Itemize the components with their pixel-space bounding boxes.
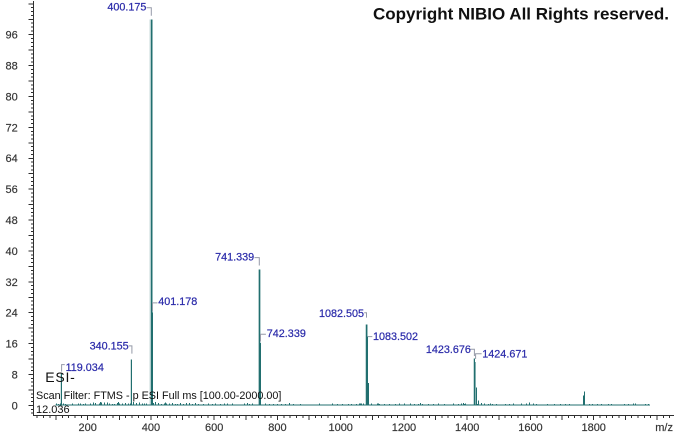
svg-text:72: 72 — [6, 122, 18, 134]
svg-text:1800: 1800 — [581, 422, 605, 434]
svg-text:64: 64 — [6, 153, 18, 165]
svg-text:96: 96 — [6, 30, 18, 42]
svg-text:1423.676: 1423.676 — [426, 344, 471, 356]
svg-text:40: 40 — [6, 246, 18, 258]
svg-text:0: 0 — [12, 400, 18, 412]
svg-text:16: 16 — [6, 339, 18, 351]
svg-text:1424.671: 1424.671 — [482, 348, 527, 360]
svg-text:1200: 1200 — [392, 422, 416, 434]
svg-text:1083.502: 1083.502 — [373, 331, 418, 343]
svg-text:56: 56 — [6, 184, 18, 196]
svg-text:1400: 1400 — [455, 422, 479, 434]
svg-text:ESI-: ESI- — [45, 369, 75, 385]
svg-text:8: 8 — [12, 369, 18, 381]
svg-text:119.034: 119.034 — [66, 362, 104, 374]
svg-text:401.178: 401.178 — [158, 296, 197, 308]
svg-text:1000: 1000 — [328, 422, 352, 434]
svg-text:24: 24 — [6, 308, 18, 320]
svg-text:200: 200 — [79, 422, 97, 434]
svg-text:32: 32 — [6, 277, 18, 289]
svg-text:Copyright NIBIO All Rights res: Copyright NIBIO All Rights reserved. — [373, 4, 669, 23]
svg-text:12.036: 12.036 — [36, 404, 70, 416]
svg-text:400.175: 400.175 — [107, 2, 146, 14]
svg-text:1600: 1600 — [518, 422, 542, 434]
svg-text:742.339: 742.339 — [267, 328, 306, 340]
svg-text:400: 400 — [142, 422, 160, 434]
svg-text:800: 800 — [268, 422, 286, 434]
svg-text:m/z: m/z — [655, 422, 673, 434]
svg-text:741.339: 741.339 — [215, 252, 254, 264]
svg-text:600: 600 — [205, 422, 223, 434]
svg-text:80: 80 — [6, 91, 18, 103]
svg-text:88: 88 — [6, 61, 18, 73]
svg-text:Scan Filter: FTMS - p ESI Full: Scan Filter: FTMS - p ESI Full ms [100.0… — [36, 390, 281, 402]
svg-text:340.155: 340.155 — [90, 340, 129, 352]
svg-text:48: 48 — [6, 215, 18, 227]
svg-text:1082.505: 1082.505 — [319, 308, 364, 320]
